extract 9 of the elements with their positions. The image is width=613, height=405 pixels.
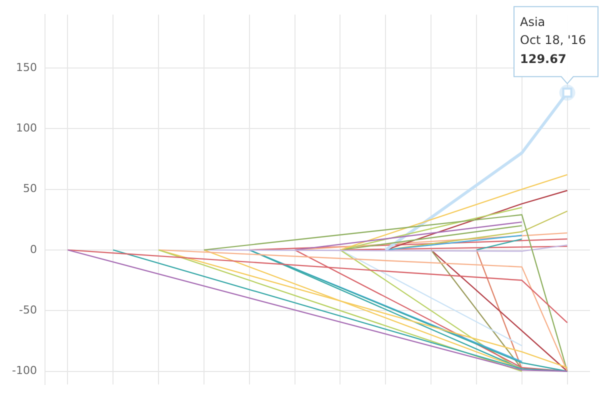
y-tick-label: -100 (12, 364, 37, 378)
y-tick-label: -50 (18, 303, 37, 316)
y-tick-label: 0 (30, 242, 37, 256)
data-label: 129.67 (520, 52, 566, 66)
y-tick-label: 150 (16, 60, 37, 74)
y-tick-label: 100 (16, 121, 37, 134)
annotation: Oct 18, '16 (520, 32, 586, 47)
text: Asia (520, 14, 546, 29)
y-tick-label: 50 (22, 182, 37, 196)
